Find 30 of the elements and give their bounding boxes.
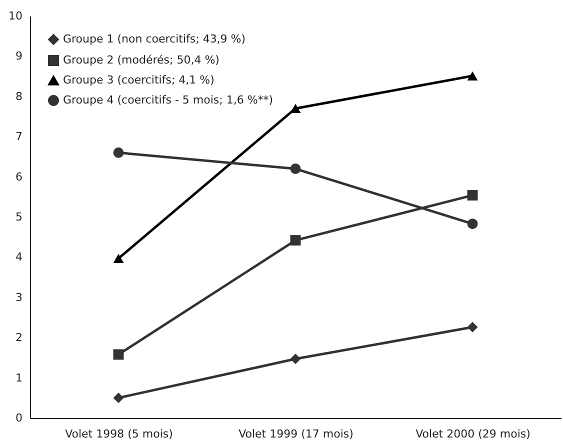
point: [113, 392, 124, 404]
y-tick-label: 4: [16, 250, 22, 264]
y-tick-label: 6: [16, 170, 22, 184]
x-tick-label: Volet 1999 (17 mois): [238, 428, 354, 440]
legend-label: Groupe 2 (modérés; 50,4 %): [63, 54, 220, 66]
point: [113, 254, 124, 263]
y-tick-label: 0: [16, 412, 22, 424]
point: [290, 104, 301, 113]
point: [467, 190, 478, 201]
y-tick-label: 7: [16, 130, 22, 144]
x-tick-label: Volet 2000 (29 mois): [416, 428, 530, 440]
point: [467, 322, 478, 332]
y-tick-label: 3: [16, 290, 22, 304]
point: [113, 147, 124, 158]
point: [290, 235, 301, 246]
y-tick-label: 2: [16, 331, 22, 344]
legend-label: Groupe 3 (coercitifs; 4,1 %): [63, 74, 214, 86]
legend-label: Groupe 1 (non coercitifs; 43,9 %): [63, 32, 246, 46]
point: [467, 71, 478, 80]
legend-label: Groupe 4 (coercitifs - 5 mois; 1,6 %**): [63, 94, 274, 106]
point: [290, 354, 301, 364]
y-tick-label: 9: [16, 50, 22, 63]
point: [113, 349, 124, 360]
point: [467, 218, 478, 230]
y-tick-label: 5: [16, 210, 22, 224]
y-tick-label: 8: [16, 90, 22, 103]
y-tick-label: 1: [16, 371, 22, 384]
x-tick-label: Volet 1998 (5 mois): [65, 428, 173, 440]
y-tick-label: 10: [8, 10, 22, 22]
point: [290, 164, 301, 174]
